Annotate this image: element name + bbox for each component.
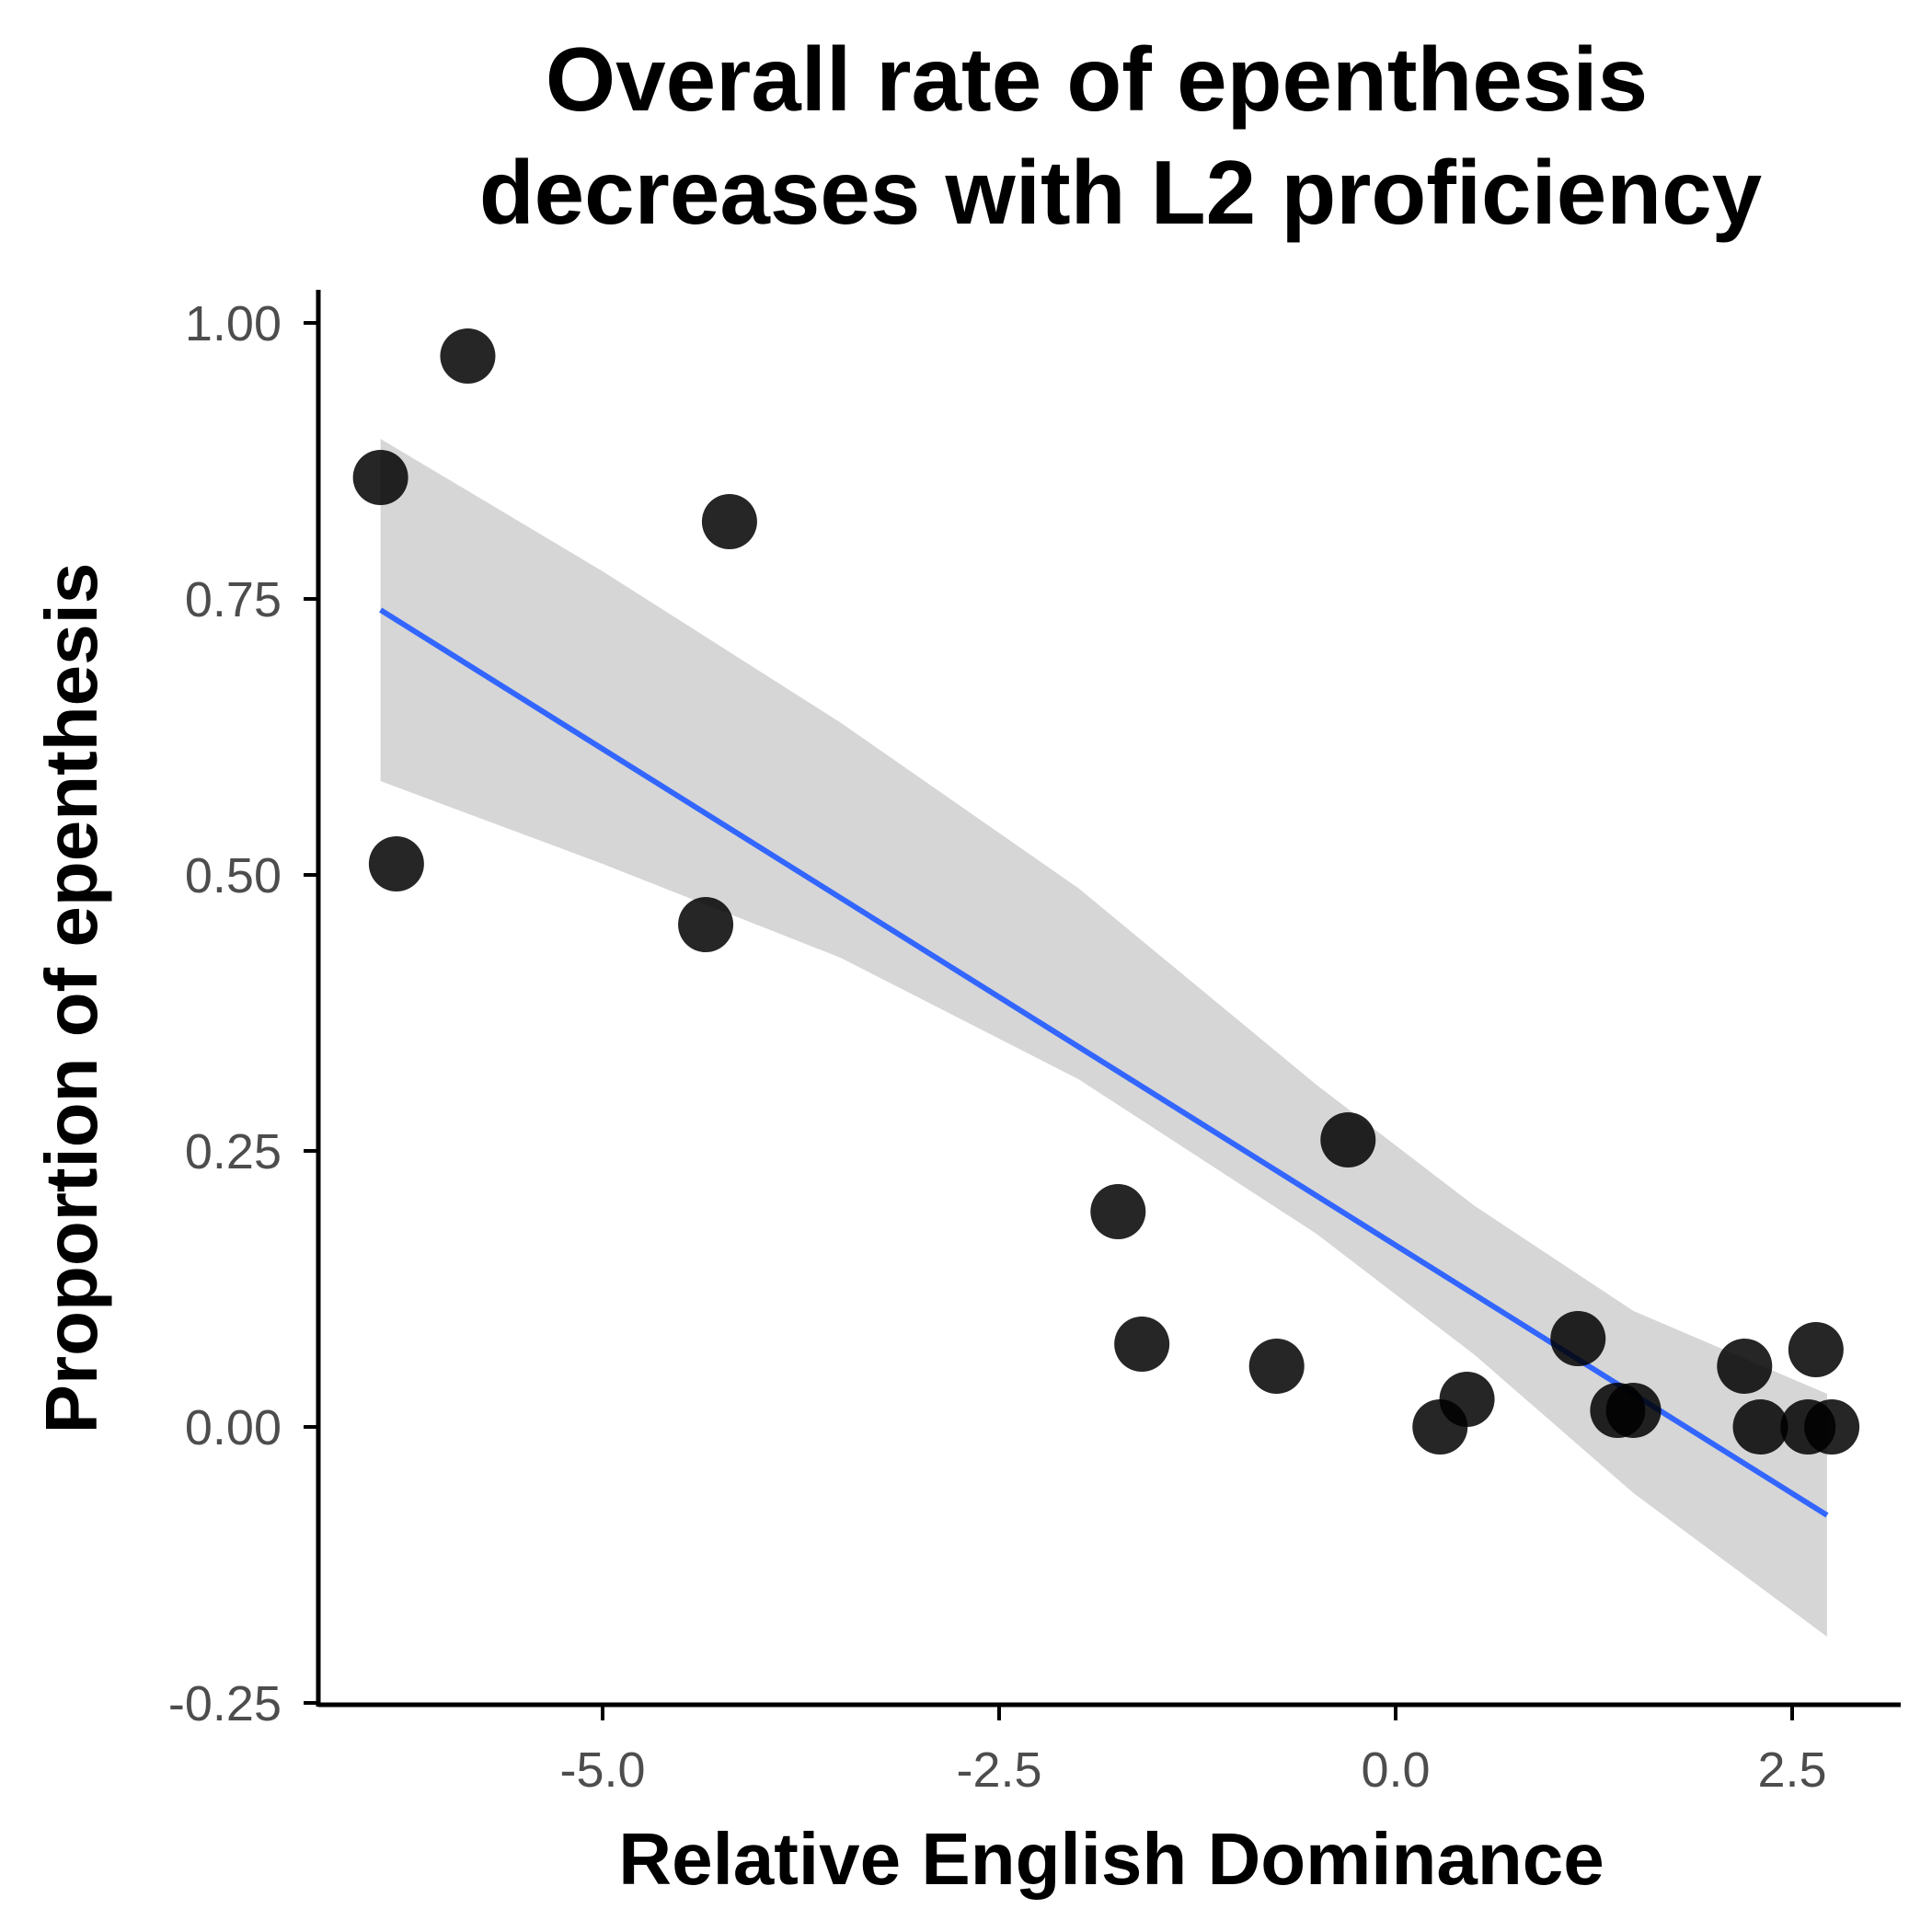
data-point-18: [1788, 1322, 1844, 1377]
x-ticks: -5.0 -2.5 0.0 2.5: [559, 1707, 1827, 1798]
y-tick-label-2: 0.00: [185, 1400, 282, 1455]
y-axis-label: Proportion of epenthesis: [30, 563, 112, 1434]
data-point-1: [352, 450, 408, 505]
confidence-band-layer: [380, 439, 1827, 1637]
confidence-band: [380, 439, 1827, 1637]
x-tick-label-4: 2.5: [1757, 1742, 1826, 1798]
y-tick-label-1: -0.25: [168, 1676, 282, 1731]
x-tick-label-3: 0.0: [1361, 1742, 1430, 1798]
y-tick-label-6: 1.00: [185, 296, 282, 351]
x-tick-label-1: -5.0: [559, 1742, 645, 1798]
y-ticks: -0.25 0.00 0.25 0.50 0.75 1.00: [168, 296, 318, 1731]
y-tick-label-3: 0.25: [185, 1124, 282, 1179]
data-point-11: [1439, 1372, 1495, 1427]
trend-line: [379, 607, 1829, 1518]
data-point-15: [1717, 1339, 1773, 1394]
data-point-3: [440, 328, 496, 384]
y-tick-label-4: 0.50: [185, 848, 282, 903]
data-point-4: [701, 494, 757, 549]
data-point-19: [1804, 1399, 1860, 1455]
y-tick-label-5: 0.75: [185, 572, 282, 627]
trend-line-layer: [379, 607, 1829, 1518]
data-point-8: [1248, 1339, 1305, 1394]
data-points-layer: [352, 328, 1860, 1455]
x-axis-label: Relative English Dominance: [618, 1818, 1604, 1900]
data-point-5: [678, 897, 734, 952]
chart-title: Overall rate of epenthesis decreases wit…: [479, 29, 1762, 243]
data-point-12: [1550, 1311, 1606, 1366]
chart-title-line-2: decreases with L2 proficiency: [479, 142, 1762, 243]
chart-title-line-1: Overall rate of epenthesis: [546, 29, 1648, 130]
data-point-7: [1114, 1317, 1170, 1372]
data-point-16: [1732, 1399, 1788, 1455]
data-point-2: [368, 836, 424, 891]
data-point-6: [1090, 1184, 1146, 1239]
data-point-9: [1320, 1112, 1376, 1167]
axes: [316, 290, 1901, 1708]
data-point-14: [1605, 1383, 1662, 1438]
x-tick-label-2: -2.5: [956, 1742, 1041, 1798]
